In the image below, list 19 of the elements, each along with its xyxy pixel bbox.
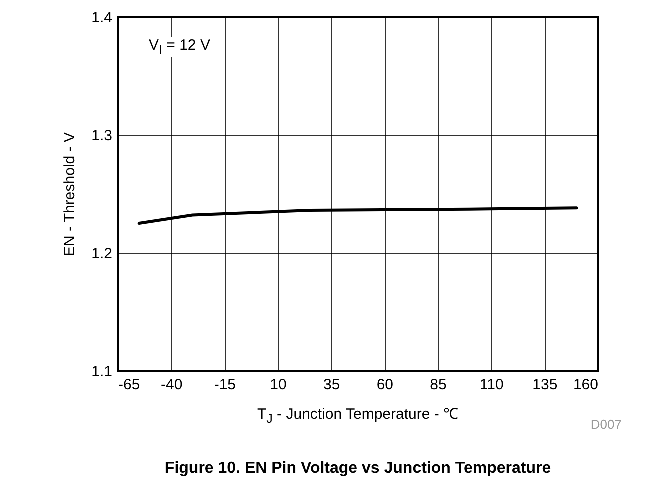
condition-note: V$_{I}$ = 12 V: [146, 37, 214, 57]
x-tick-label: 35: [323, 376, 340, 394]
y-tick-label: 1.2: [92, 246, 112, 262]
y-axis-title: EN - Threshold - V: [62, 132, 79, 256]
x-tick-label: -15: [214, 376, 236, 394]
x-tick-label: 85: [430, 376, 447, 394]
x-tick-label: 10: [270, 376, 287, 394]
x-tick-label: 135: [532, 376, 558, 394]
x-axis-title: T$_{J}$ - Junction Temperature - ℃: [257, 405, 459, 426]
y-tick-label: 1.1: [92, 364, 112, 380]
text: Figure 10. EN Pin Voltage vs Junction Temperature: [164, 460, 552, 477]
text: D007: [590, 417, 622, 432]
y-tick-label: 1.3: [92, 128, 112, 144]
x-tick-label: 110: [480, 376, 504, 394]
x-tick-label: -65: [118, 376, 140, 394]
y-tick-label: 1.4: [92, 10, 112, 26]
x-tick-label: -40: [160, 376, 183, 394]
x-tick-label: 60: [376, 376, 394, 394]
x-tick-label: 160: [573, 376, 598, 394]
